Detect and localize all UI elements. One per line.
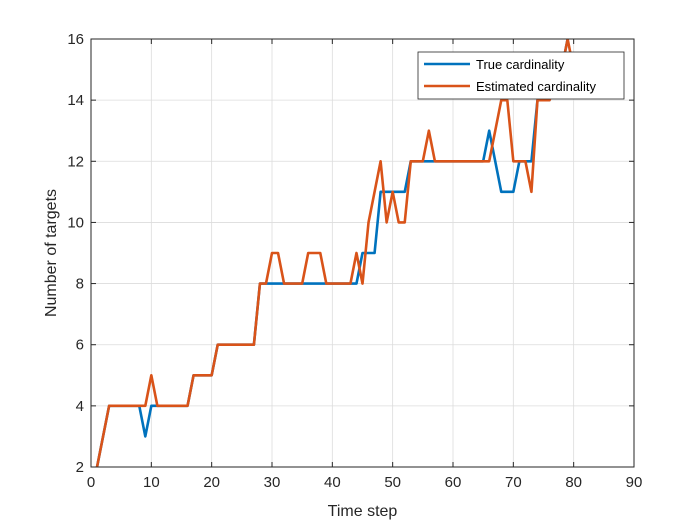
y-tick-label: 8 <box>76 276 84 293</box>
y-tick-label: 2 <box>76 459 84 476</box>
x-tick-label: 20 <box>203 474 220 491</box>
y-tick-label: 10 <box>67 214 84 231</box>
x-tick-label: 30 <box>264 474 281 491</box>
x-tick-label: 40 <box>324 474 341 491</box>
plot-frame <box>90 38 635 468</box>
series-line-estimated-cardinality <box>95 39 575 467</box>
legend-entry: Estimated cardinality <box>476 79 596 94</box>
x-tick-label: 70 <box>505 474 522 491</box>
x-axis-label: Time step <box>328 503 398 520</box>
x-tick-label: 0 <box>87 474 95 491</box>
legend: True cardinality Estimated cardinality <box>417 51 625 100</box>
series-layer <box>95 39 575 467</box>
y-tick-label: 16 <box>67 31 84 48</box>
y-tick-label: 6 <box>76 337 84 354</box>
legend-box <box>417 51 625 100</box>
y-tick-label: 12 <box>67 153 84 170</box>
x-tick-label: 90 <box>626 474 643 491</box>
y-tick-label: 4 <box>76 398 84 415</box>
y-tick-label: 14 <box>67 92 84 109</box>
axis-ticks: 0 10 20 30 40 50 60 70 80 90 2 4 6 8 10 12 14 16 <box>67 31 642 491</box>
x-tick-label: 10 <box>143 474 160 491</box>
x-tick-label: 60 <box>445 474 462 491</box>
x-tick-label: 80 <box>565 474 582 491</box>
y-axis-label: Number of targets <box>43 189 60 317</box>
legend-entry: True cardinality <box>476 57 565 72</box>
x-tick-label: 50 <box>384 474 401 491</box>
